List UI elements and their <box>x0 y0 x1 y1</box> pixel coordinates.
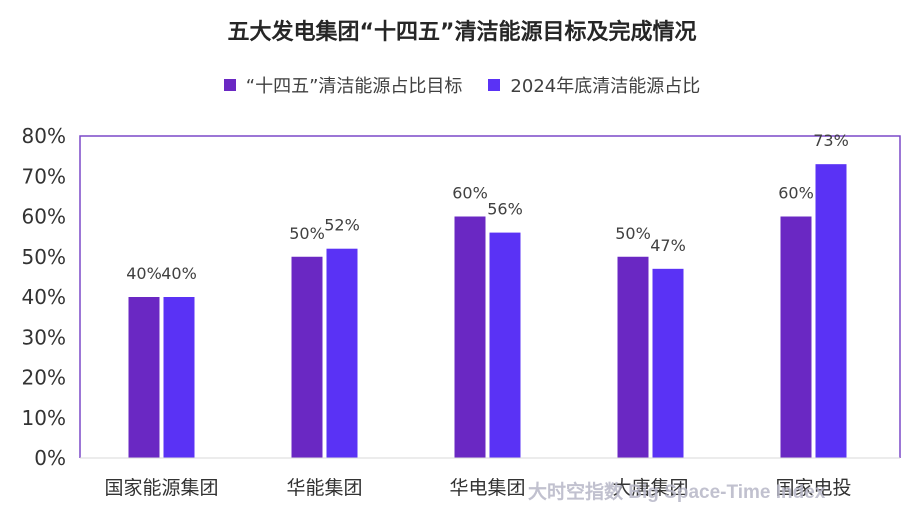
data-label: 40% <box>126 264 162 283</box>
y-tick-label: 20% <box>22 366 66 390</box>
y-tick-label: 0% <box>34 446 66 470</box>
y-tick-label: 80% <box>22 124 66 148</box>
x-category-label: 国家电投 <box>775 477 851 499</box>
legend-swatch-target <box>223 79 236 91</box>
bar-2024 <box>163 297 195 458</box>
legend-label-2024: 2024年底清洁能源占比 <box>510 76 701 97</box>
bar-2024 <box>815 164 847 459</box>
data-label: 47% <box>650 236 686 255</box>
chart-title: 五大发电集团“十四五”清洁能源目标及完成情况 <box>227 20 697 45</box>
bar-2024 <box>489 232 521 458</box>
data-label: 56% <box>487 200 523 219</box>
legend-item-2024: 2024年底清洁能源占比 <box>488 72 700 98</box>
legend-swatch-2024 <box>488 79 501 91</box>
data-label: 60% <box>778 184 814 203</box>
data-label: 50% <box>289 224 325 243</box>
legend-item-target: “十四五”清洁能源占比目标 <box>223 72 463 98</box>
x-category-label: 华能集团 <box>286 477 362 499</box>
data-label: 40% <box>161 264 197 283</box>
data-label: 73% <box>813 131 849 150</box>
bar-2024 <box>652 268 684 458</box>
bar-target <box>780 216 812 458</box>
x-category-label: 国家能源集团 <box>104 477 218 499</box>
y-tick-label: 10% <box>22 406 66 430</box>
data-label: 52% <box>324 216 360 235</box>
data-label: 60% <box>452 184 488 203</box>
y-tick-label: 70% <box>22 164 66 188</box>
bar-target <box>617 256 649 458</box>
x-category-label: 大唐集团 <box>612 477 688 499</box>
bar-target <box>291 256 323 458</box>
bar-2024 <box>326 248 358 458</box>
legend: “十四五”清洁能源占比目标 2024年底清洁能源占比 <box>0 72 924 98</box>
y-tick-label: 50% <box>22 245 66 269</box>
watermark: 大时空指数 Big Space-Time Index <box>528 482 826 503</box>
data-label: 50% <box>615 224 651 243</box>
x-category-label: 华电集团 <box>449 477 525 499</box>
bar-target <box>454 216 486 458</box>
y-tick-label: 30% <box>22 325 66 349</box>
legend-label-target: “十四五”清洁能源占比目标 <box>245 76 463 97</box>
plot-frame <box>79 135 901 458</box>
y-tick-label: 60% <box>22 205 66 229</box>
bar-target <box>128 297 160 458</box>
y-tick-label: 40% <box>22 285 66 309</box>
